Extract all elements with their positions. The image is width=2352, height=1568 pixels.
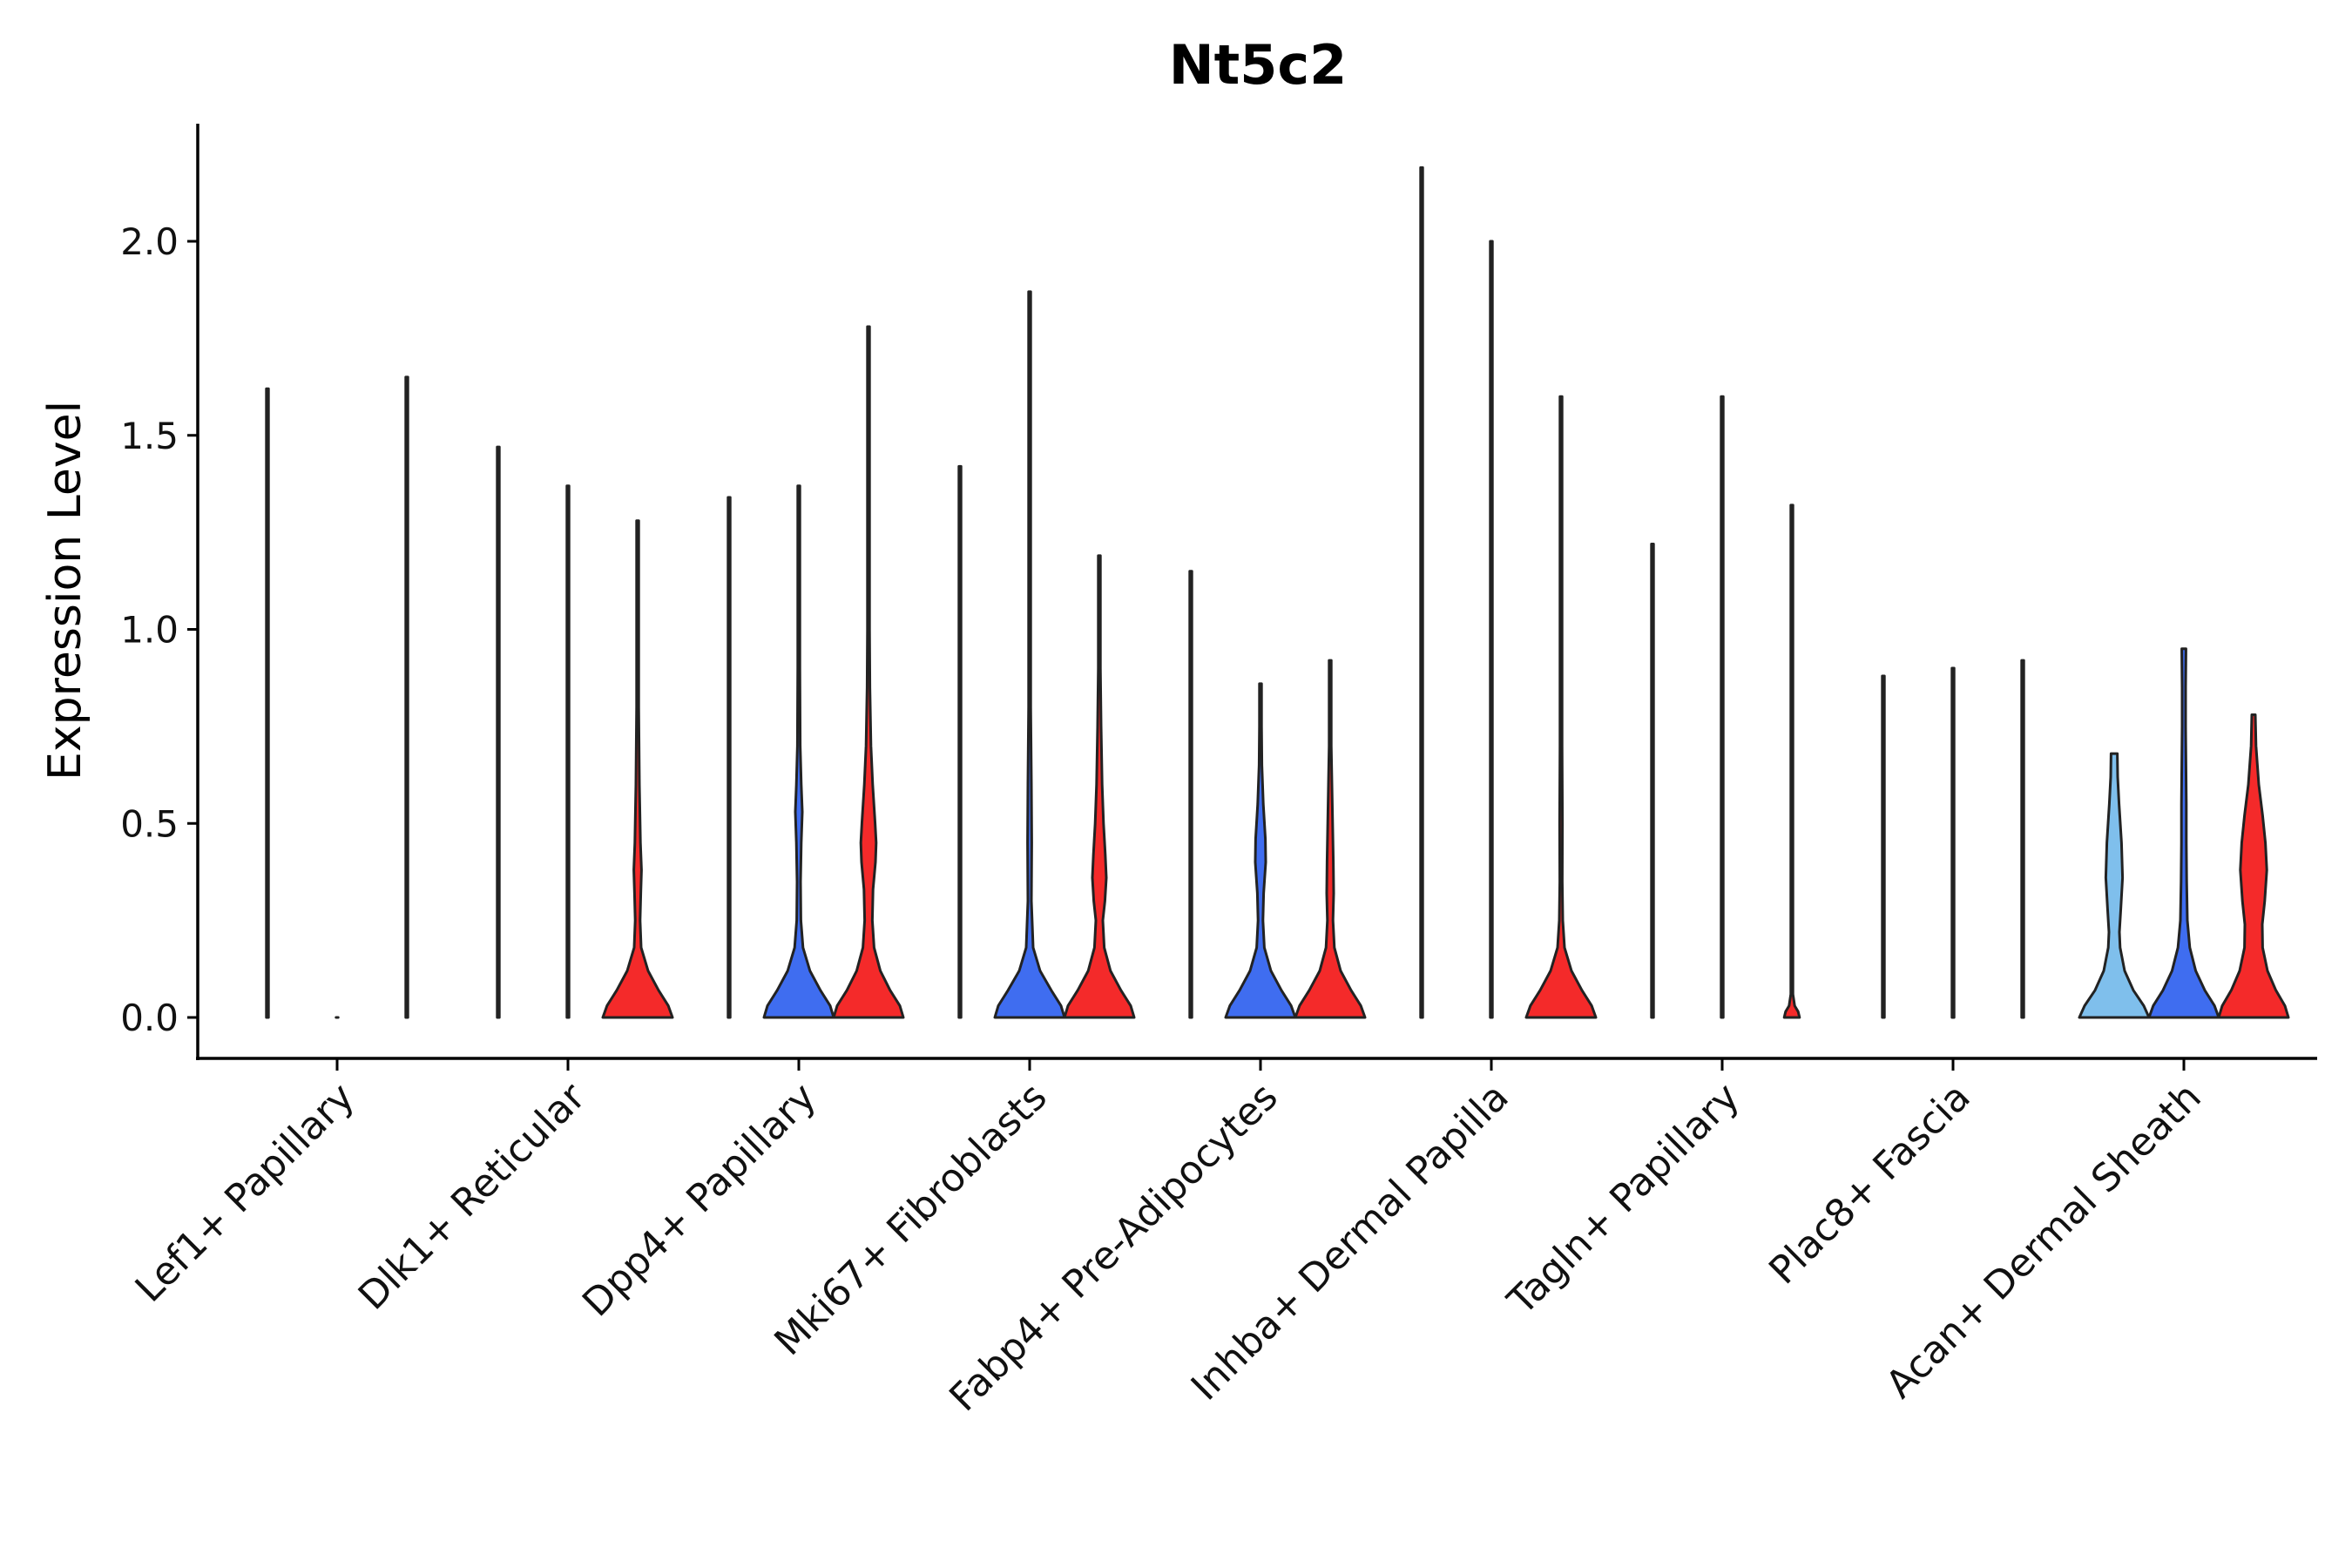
violin-red: [2217, 713, 2290, 1019]
violin-red: [1063, 554, 1136, 1019]
violin-light-blue: [1650, 543, 1655, 1019]
y-tick-label: 1.0: [120, 609, 179, 652]
violin-light-blue: [496, 445, 501, 1019]
violin-red: [601, 519, 674, 1019]
x-tick-label: Tagln+ Papillary: [1499, 1075, 1748, 1324]
chart-title: Nt5c2: [1169, 33, 1348, 97]
violin-light-blue: [1188, 570, 1193, 1019]
violin-blue: [1224, 682, 1297, 1019]
violin-blue: [2147, 647, 2220, 1019]
violin-light-blue: [265, 387, 270, 1019]
violin-red: [1782, 504, 1801, 1019]
violins: [265, 166, 2290, 1019]
violin-light-blue: [957, 464, 963, 1019]
violin-light-blue: [727, 496, 732, 1019]
y-tick-label: 1.5: [120, 415, 179, 457]
violin-light-blue: [1881, 674, 1886, 1019]
violin-blue: [1950, 666, 1956, 1019]
y-tick-label: 2.0: [120, 220, 179, 263]
y-axis-ticks: 0.0 0.5 1.0 1.5 2.0: [120, 220, 198, 1039]
violin-light-blue: [2078, 752, 2151, 1019]
violin-red: [1524, 395, 1598, 1019]
x-tick-label: Dpp4+ Papillary: [574, 1075, 825, 1326]
y-axis-label: Expression Level: [39, 401, 91, 781]
y-tick-label: 0.0: [120, 997, 179, 1039]
violin-red: [832, 325, 905, 1019]
x-tick-label: Dlk1+ Reticular: [350, 1074, 595, 1319]
violin-light-blue: [1419, 166, 1424, 1019]
violin-red: [404, 375, 409, 1019]
violin-blue: [993, 290, 1066, 1019]
violin-red: [2020, 659, 2025, 1019]
y-tick-label: 0.5: [120, 802, 179, 845]
violin-red: [1294, 659, 1367, 1019]
violin-blue: [762, 484, 835, 1019]
violin-blue: [1720, 395, 1725, 1019]
x-tick-label: Plac8+ Fascia: [1761, 1075, 1979, 1294]
x-tick-label: Lef1+ Papillary: [127, 1075, 363, 1311]
violin-blue: [1489, 240, 1494, 1019]
violin-blue: [565, 484, 571, 1019]
